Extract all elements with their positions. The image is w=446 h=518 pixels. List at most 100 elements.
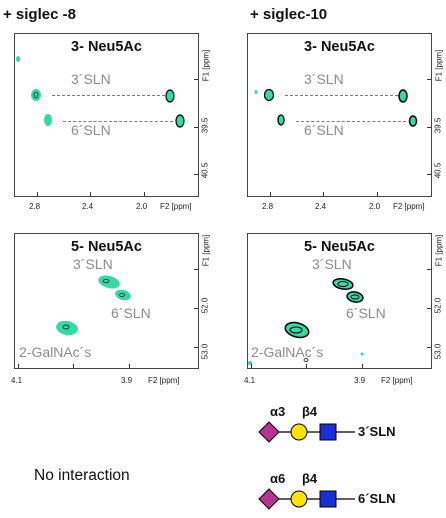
linkage-beta4: β4 [302, 471, 318, 486]
x-tickmark [270, 192, 271, 196]
peak [360, 352, 364, 356]
y-tickmark [194, 127, 198, 128]
x-tick-label: 2.0 [136, 202, 148, 211]
y-tickmark [194, 308, 198, 309]
x-tick-label: 2.8 [262, 202, 274, 211]
label-galnac: 2-GalNAc´s [19, 344, 92, 360]
peak [303, 358, 309, 362]
peak [175, 114, 185, 128]
x-tickmark [251, 364, 252, 368]
glycan-3sln-symbols [258, 421, 355, 443]
peak [115, 289, 131, 301]
peak [346, 291, 364, 303]
x-tick-label: 3.9 [121, 376, 133, 385]
x-tick-label: 2.4 [315, 202, 327, 211]
peak [398, 89, 408, 103]
peak [284, 321, 310, 339]
peak [44, 114, 52, 126]
x-tickmark [18, 364, 19, 368]
glycan-3sln-name: 3´SLN [358, 424, 396, 439]
x-axis-unit: F2 [ppm] [393, 202, 425, 211]
peak [62, 324, 70, 330]
cross-peaks [254, 88, 418, 127]
y-tick-label: 39.5 [200, 117, 210, 134]
panel-title: 3- Neu5Ac [304, 39, 375, 55]
galactose-circle-icon [290, 490, 308, 508]
x-axis-unit: F2 [ppm] [160, 202, 192, 211]
x-tick-label: 3.9 [354, 376, 366, 385]
label-6sln: 6´SLN [111, 305, 151, 321]
y-tick-label: 40.5 [200, 162, 210, 179]
y-tick-label: 40.5 [433, 162, 443, 179]
panel-3neu5ac-siglec10: 3- Neu5Ac 3´SLN 6´SLN [247, 33, 432, 197]
label-6sln: 6´SLN [346, 305, 386, 321]
peak [263, 88, 275, 102]
linkage-beta4: β4 [302, 404, 318, 419]
peak [254, 90, 258, 94]
x-tick-label: 2.0 [369, 202, 381, 211]
x-tickmark [37, 192, 38, 196]
panel-title: 5- Neu5Ac [304, 239, 375, 255]
x-tickmark [306, 364, 307, 368]
x-tick-label: 4.1 [244, 376, 256, 385]
x-tick-label: 4.1 [11, 376, 23, 385]
label-6sln: 6´SLN [71, 122, 111, 138]
label-3sln: 3´SLN [304, 71, 344, 87]
dashed-line-3sln [52, 95, 165, 96]
label-3sln: 3´SLN [71, 71, 111, 87]
peak [16, 56, 20, 62]
panel-5neu5ac-siglec8: 5- Neu5Ac 3´SLN 6´SLN 2-GalNAc´s [14, 233, 199, 369]
y-axis-unit: F1 [ppm] [434, 234, 444, 267]
linkage-alpha3: α3 [270, 404, 286, 419]
peak [408, 115, 418, 127]
y-tickmark [427, 79, 431, 80]
glcnac-square-icon [319, 490, 337, 508]
peak [350, 294, 360, 300]
y-tick-label: 39.5 [433, 117, 443, 134]
cross-peaks [16, 56, 185, 128]
y-tickmark [427, 269, 431, 270]
panel-title: 3- Neu5Ac [71, 39, 142, 55]
galactose-circle-icon [290, 423, 308, 441]
y-tickmark [194, 347, 198, 348]
panel-5neu5ac-siglec10: 5- Neu5Ac 3´SLN 6´SLN 2-GalNAc´s [247, 233, 432, 369]
peak [119, 293, 125, 297]
x-tickmark [323, 192, 324, 196]
peak [56, 320, 78, 336]
panel-3neu5ac-siglec8: 3- Neu5Ac 3´SLN 6´SLN [14, 33, 199, 197]
x-tickmark [90, 192, 91, 196]
siglec10-header: + siglec-10 [250, 6, 328, 23]
x-tick-label: 2.4 [82, 202, 94, 211]
linkage-alpha6: α6 [270, 471, 286, 486]
glycan-6sln-symbols [258, 488, 355, 510]
y-tickmark [427, 174, 431, 175]
dashed-line-3sln [285, 95, 398, 96]
x-tickmark [362, 364, 363, 368]
y-tick-label: 53.0 [200, 343, 210, 360]
y-tickmark [427, 347, 431, 348]
x-tickmark [377, 192, 378, 196]
x-tickmark [73, 364, 74, 368]
peak [33, 91, 39, 99]
panel-title: 5- Neu5Ac [71, 239, 142, 255]
y-axis-unit: F1 [ppm] [434, 49, 444, 82]
siglec8-header: + siglec -8 [3, 6, 76, 23]
y-axis-unit: F1 [ppm] [201, 234, 211, 267]
neu5ac-diamond-icon [258, 488, 280, 510]
dashed-line-6sln [296, 121, 406, 122]
x-tickmark [144, 192, 145, 196]
y-axis-unit: F1 [ppm] [201, 49, 211, 82]
peak [102, 279, 110, 283]
glcnac-square-icon [319, 423, 337, 441]
y-tickmark [427, 127, 431, 128]
peak [165, 89, 175, 103]
peak [337, 281, 349, 287]
glycan-6sln-name: 6´SLN [358, 491, 396, 506]
dashed-line-6sln [63, 121, 173, 122]
peak [277, 114, 285, 126]
y-tickmark [194, 79, 198, 80]
x-tickmark [129, 364, 130, 368]
x-axis-unit: F2 [ppm] [381, 376, 413, 385]
y-tick-label: 52.0 [433, 297, 443, 314]
peak [289, 326, 303, 334]
